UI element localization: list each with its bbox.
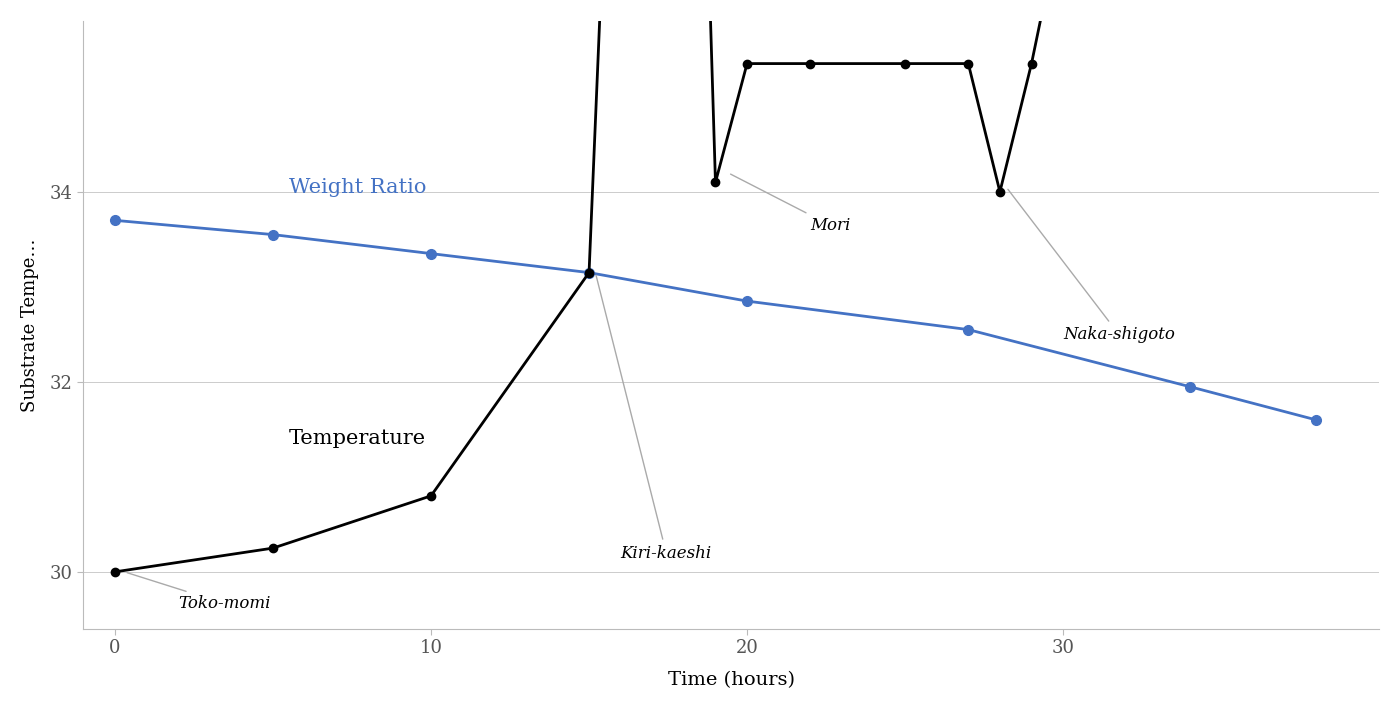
Y-axis label: Substrate Tempe…: Substrate Tempe… xyxy=(21,238,39,412)
Text: Kiri-kaeshi: Kiri-kaeshi xyxy=(596,275,711,562)
Text: Toko-momi: Toko-momi xyxy=(127,573,270,612)
Text: Temperature: Temperature xyxy=(288,430,426,448)
X-axis label: Time (hours): Time (hours) xyxy=(668,671,795,689)
Text: Weight Ratio: Weight Ratio xyxy=(288,178,426,197)
Text: Naka-shigoto: Naka-shigoto xyxy=(1008,190,1175,343)
Text: Mori: Mori xyxy=(731,174,851,234)
